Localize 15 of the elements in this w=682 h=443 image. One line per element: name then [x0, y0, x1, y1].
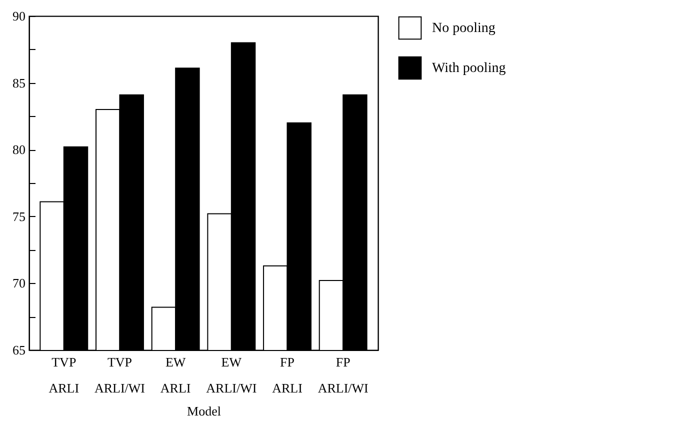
- y-tick-label: 85: [12, 75, 26, 90]
- legend-label: With pooling: [432, 61, 506, 76]
- x-tick-label: EW ARLI: [160, 354, 191, 396]
- legend-label: No pooling: [432, 21, 496, 36]
- y-tick-label: 75: [12, 208, 26, 224]
- y-tick-label: 65: [12, 342, 26, 358]
- x-tick-label: TVP ARLI: [48, 354, 80, 396]
- x-tick-label: FP ARLI/WI: [318, 354, 368, 396]
- y-tick-label: 70: [12, 276, 26, 291]
- x-tick-label: TVP ARLI/WI: [94, 354, 146, 396]
- x-axis-title: Model: [187, 404, 222, 418]
- x-tick-label: EW ARLI/WI: [206, 354, 257, 396]
- y-tick-label: 90: [12, 8, 26, 24]
- y-tick-label: 80: [12, 142, 26, 158]
- x-tick-label: FP ARLI: [272, 354, 302, 396]
